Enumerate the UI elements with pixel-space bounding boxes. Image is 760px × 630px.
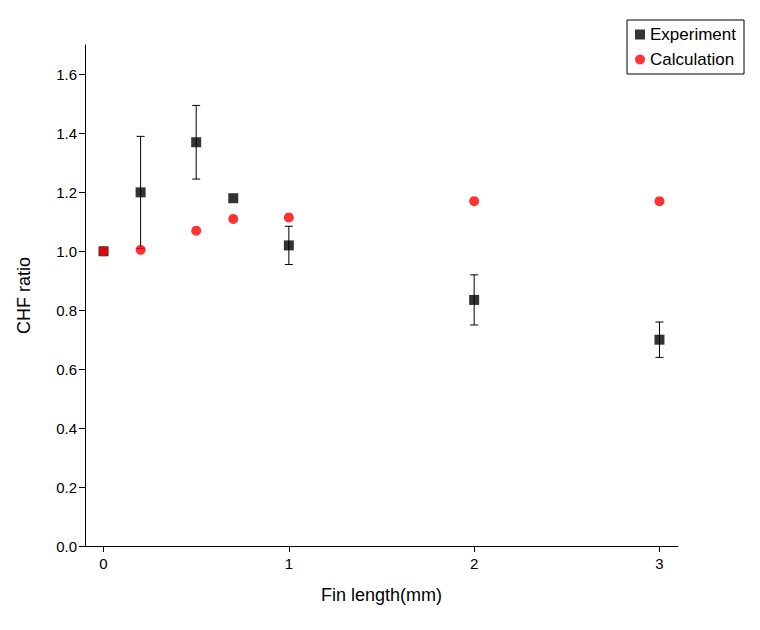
svg-text:2: 2 bbox=[470, 555, 478, 572]
svg-text:0: 0 bbox=[99, 555, 107, 572]
svg-text:1.4: 1.4 bbox=[56, 125, 77, 142]
svg-text:1: 1 bbox=[285, 555, 293, 572]
svg-text:0.2: 0.2 bbox=[56, 479, 77, 496]
svg-text:CHF ratio: CHF ratio bbox=[14, 257, 34, 334]
svg-text:Experiment: Experiment bbox=[650, 25, 736, 44]
svg-text:3: 3 bbox=[655, 555, 663, 572]
svg-text:1.0: 1.0 bbox=[56, 243, 77, 260]
svg-text:1.2: 1.2 bbox=[56, 184, 77, 201]
svg-text:Calculation: Calculation bbox=[650, 50, 734, 69]
svg-text:0.4: 0.4 bbox=[56, 420, 77, 437]
svg-text:0.0: 0.0 bbox=[56, 538, 77, 555]
svg-text:Fin length(mm): Fin length(mm) bbox=[321, 585, 442, 605]
svg-text:0.6: 0.6 bbox=[56, 361, 77, 378]
svg-text:1.6: 1.6 bbox=[56, 66, 77, 83]
svg-text:0.8: 0.8 bbox=[56, 302, 77, 319]
